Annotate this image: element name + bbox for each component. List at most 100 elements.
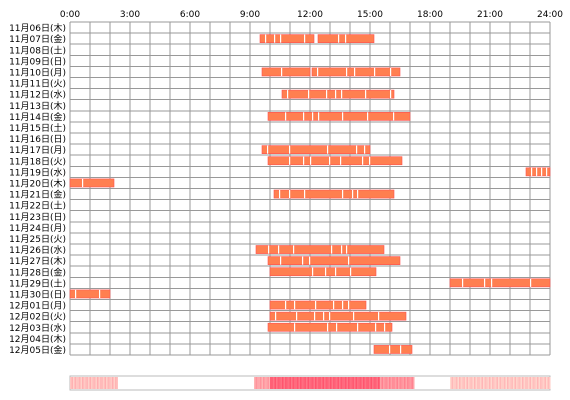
activity-gap [280, 256, 282, 265]
heat-cell [269, 377, 271, 389]
activity-bar-body [269, 267, 377, 277]
activity-gap [315, 301, 317, 310]
activity-gap [303, 156, 305, 165]
activity-gap [326, 90, 328, 99]
heat-cell [489, 377, 491, 389]
activity-bar [261, 145, 371, 155]
x-tick-label: 24:00 [537, 10, 563, 20]
activity-gap [546, 167, 548, 176]
heat-cell [348, 377, 350, 389]
activity-bar-body [311, 67, 401, 77]
heat-cell [396, 377, 398, 389]
activity-gap [378, 312, 380, 321]
heat-cell [380, 377, 382, 389]
x-tick-label: 0:00 [60, 10, 80, 20]
heat-cell [511, 377, 513, 389]
heat-cell [89, 377, 91, 389]
activity-gap [367, 112, 369, 121]
summary-heat-strip [69, 375, 551, 391]
heat-cell [270, 377, 272, 389]
activity-gap [302, 256, 304, 265]
heat-cell [402, 377, 404, 389]
heat-cell [381, 377, 383, 389]
activity-bar [267, 112, 411, 121]
day-label: 11月27日(木) [9, 255, 66, 267]
heat-cell [352, 377, 354, 389]
heat-cell [310, 377, 312, 389]
activity-gap [99, 289, 101, 298]
heat-cell [393, 377, 395, 389]
activity-gap [308, 90, 310, 99]
day-label: 12月01日(月) [9, 301, 66, 312]
activity-bar [273, 189, 395, 199]
heat-cell [407, 377, 409, 389]
heat-cell [71, 377, 73, 389]
activity-gap [312, 112, 314, 121]
heat-cell [453, 377, 455, 389]
heat-cell [300, 377, 302, 389]
heat-cell [101, 377, 103, 389]
heat-cell [76, 377, 78, 389]
heat-cell [74, 377, 76, 389]
heat-cell [378, 377, 380, 389]
heat-cell [280, 377, 282, 389]
heat-cell [295, 377, 297, 389]
activity-gap [541, 167, 543, 176]
heat-cell [549, 377, 551, 389]
heat-cell [463, 377, 465, 389]
heat-cell [304, 377, 306, 389]
heat-cell [547, 377, 549, 389]
activity-gap [281, 67, 283, 76]
heat-cell [528, 377, 530, 389]
activity-gap [279, 190, 281, 199]
heat-cell [355, 377, 357, 389]
activity-gap [400, 345, 402, 354]
heat-cell [525, 377, 527, 389]
activity-gap [296, 312, 298, 321]
heat-cell [286, 377, 288, 389]
heat-cell [82, 377, 84, 389]
heat-cell [529, 377, 531, 389]
heat-cell [484, 377, 486, 389]
activity-bar [269, 311, 407, 321]
activity-gap [309, 256, 311, 265]
activity-bar-body [261, 145, 371, 155]
heat-cell [264, 377, 266, 389]
activity-gap [335, 267, 337, 276]
heat-cell [301, 377, 303, 389]
heat-cell [331, 377, 333, 389]
heat-cell [112, 377, 114, 389]
heat-cell [325, 377, 327, 389]
heat-cell [97, 377, 99, 389]
heat-cell [116, 377, 118, 389]
activity-gap [267, 145, 269, 154]
heat-cell [333, 377, 335, 389]
heat-cell [328, 377, 330, 389]
heat-cell [544, 377, 546, 389]
activity-bar [267, 156, 403, 166]
activity-bar-body [69, 178, 115, 188]
heat-cell [538, 377, 540, 389]
heat-cell [358, 377, 360, 389]
activity-gap [274, 34, 276, 43]
day-label: 12月02日(火) [9, 312, 66, 323]
activity-gap [329, 312, 331, 321]
activity-bar-body [255, 245, 385, 254]
heat-cell [514, 377, 516, 389]
activity-gap [348, 301, 350, 310]
day-label: 11月30日(日) [9, 290, 66, 301]
activity-gap [356, 145, 358, 154]
heat-cell [86, 377, 88, 389]
heat-cell [354, 377, 356, 389]
heat-cell [360, 377, 362, 389]
heat-cell [77, 377, 79, 389]
heat-cell [98, 377, 100, 389]
heat-cell [292, 377, 294, 389]
activity-gap [375, 323, 377, 332]
heat-cell [454, 377, 456, 389]
activity-gap [327, 323, 329, 332]
heat-cell [94, 377, 96, 389]
day-label: 11月14日(金) [9, 111, 66, 123]
heat-cell [115, 377, 117, 389]
